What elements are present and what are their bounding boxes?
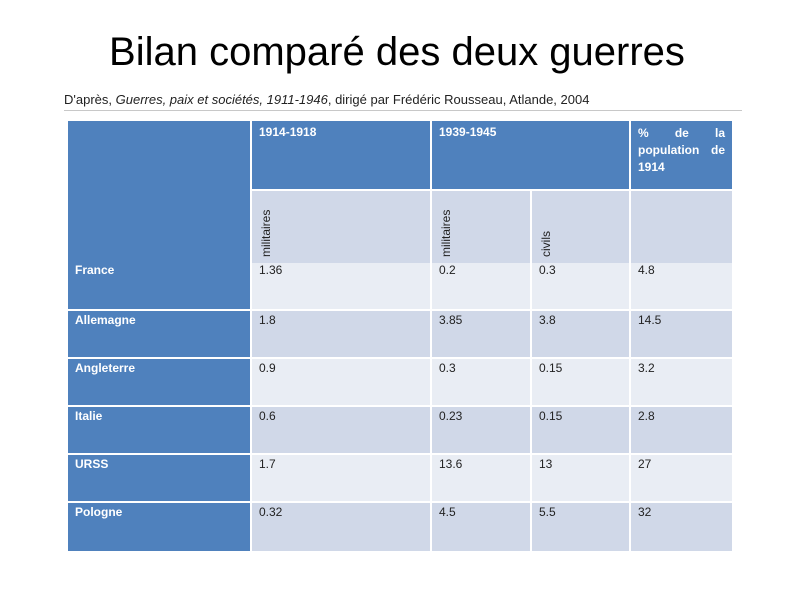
header-percent-population: % de la population de 1914	[631, 121, 732, 189]
pct-cell: 2.8	[631, 407, 732, 453]
mil-1914-cell: 0.9	[252, 359, 430, 405]
civ-1939-cell: 0.15	[532, 407, 629, 453]
mil-1939-cell: 0.23	[432, 407, 530, 453]
header-1939-1945: 1939-1945	[432, 121, 629, 189]
country-cell: URSS	[68, 455, 250, 501]
country-cell: Allemagne	[68, 311, 250, 357]
source-work-title: Guerres, paix et sociétés, 1911-1946	[115, 92, 328, 107]
subheader-empty	[631, 191, 732, 263]
mil-1914-cell: 1.7	[252, 455, 430, 501]
casualties-table: 1914-1918 1939-1945 % de la population d…	[68, 121, 732, 551]
pct-cell: 14.5	[631, 311, 732, 357]
country-cell: Pologne	[68, 503, 250, 551]
header-percent-line3: 1914	[638, 160, 665, 174]
country-cell: Italie	[68, 407, 250, 453]
country-cell: France	[68, 263, 250, 309]
subheader-militaires-1914: militaires	[252, 191, 430, 263]
mil-1939-cell: 0.2	[432, 263, 530, 309]
source-suffix: , dirigé par Frédéric Rousseau, Atlande,…	[327, 92, 590, 107]
civ-1939-cell: 3.8	[532, 311, 629, 357]
header-percent-line1: % de la	[638, 126, 725, 140]
civ-1939-cell: 13	[532, 455, 629, 501]
mil-1914-cell: 1.36	[252, 263, 430, 309]
pct-cell: 4.8	[631, 263, 732, 309]
subheader-militaires-1939: militaires	[432, 191, 530, 263]
mil-1914-cell: 1.8	[252, 311, 430, 357]
civ-1939-cell: 5.5	[532, 503, 629, 551]
source-citation: D'après, Guerres, paix et sociétés, 1911…	[64, 92, 589, 107]
corner-header-cell	[68, 121, 250, 263]
country-cell: Angleterre	[68, 359, 250, 405]
mil-1939-cell: 4.5	[432, 503, 530, 551]
militaires-label: militaires	[439, 209, 453, 257]
mil-1914-cell: 0.6	[252, 407, 430, 453]
pct-cell: 27	[631, 455, 732, 501]
civ-1939-cell: 0.3	[532, 263, 629, 309]
mil-1939-cell: 13.6	[432, 455, 530, 501]
slide-title: Bilan comparé des deux guerres	[109, 30, 685, 74]
militaires-label: militaires	[259, 209, 273, 257]
header-1914-1918: 1914-1918	[252, 121, 430, 189]
civ-1939-cell: 0.15	[532, 359, 629, 405]
civils-label: civils	[539, 231, 553, 257]
mil-1939-cell: 3.85	[432, 311, 530, 357]
pct-cell: 3.2	[631, 359, 732, 405]
header-percent-line2: population de	[638, 143, 725, 157]
subheader-civils-1939: civils	[532, 191, 629, 263]
pct-cell: 32	[631, 503, 732, 551]
source-prefix: D'après,	[64, 92, 116, 107]
mil-1914-cell: 0.32	[252, 503, 430, 551]
source-divider	[64, 110, 742, 111]
mil-1939-cell: 0.3	[432, 359, 530, 405]
